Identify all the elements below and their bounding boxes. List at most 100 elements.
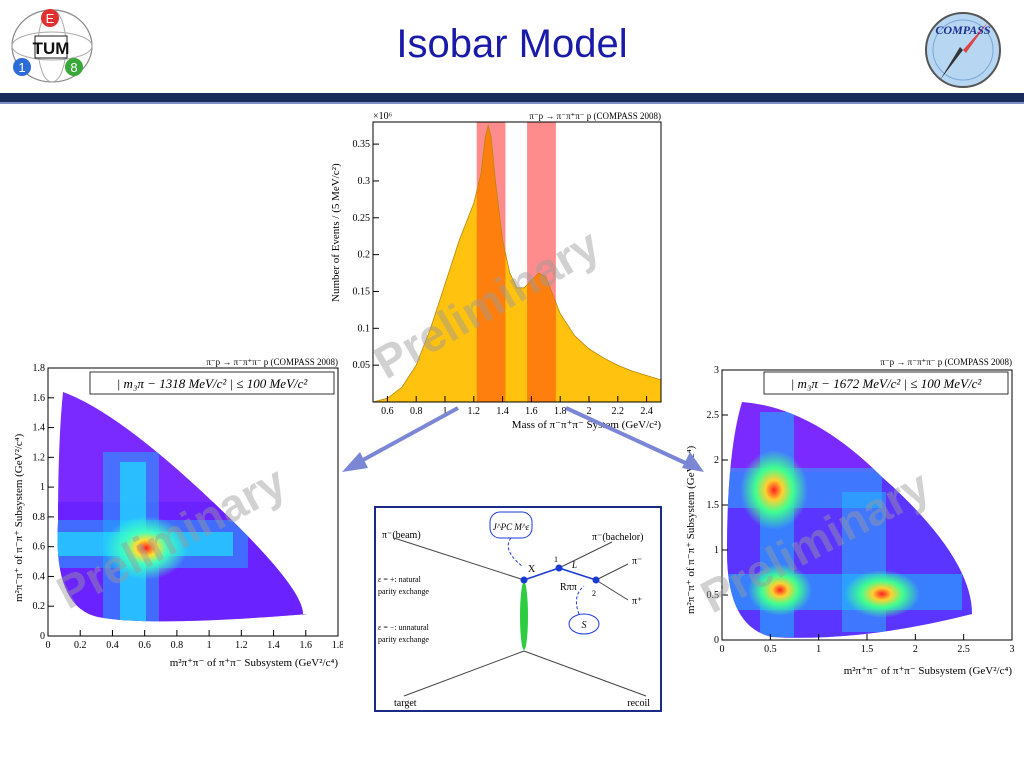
dalitz-left-axes: 0 0.2 0.4 0.6 0.8 1 1.2 1.4 1.6 1.8 0 0.2 0.4 0.6 0.8 1…	[33, 363, 344, 651]
dalitz-left-cut-box	[89, 371, 335, 395]
dalitz-plot-left: π⁻p → π⁻π⁺π⁻ p (COMPASS 2008) | m₃π − 13…	[13, 357, 344, 669]
dalitz-left-xtick-label-7: 1.4	[267, 640, 280, 651]
dalitz-left-xtick-label-3: 0.6	[138, 640, 151, 651]
tum-letter-1: 1	[18, 60, 25, 75]
mass-xtick-label-7: 2	[587, 406, 592, 417]
arrow-right-head	[682, 452, 704, 472]
mass-xtick-label-6: 1.8	[554, 406, 567, 417]
dalitz-left-ytick-label-9: 1.8	[33, 363, 46, 374]
dalitz-left-xtick-label-9: 1.8	[332, 640, 343, 651]
slide-title: Isobar Model	[396, 22, 628, 66]
dalitz-left-ytick-label-8: 1.6	[33, 393, 46, 404]
arrow-right	[565, 406, 693, 468]
label-jpc: J^PC M^ε	[493, 522, 530, 532]
dalitz-right-ylabel: m²π⁻π⁺ of π⁻π⁺ Subsystem (GeV²/c⁴)	[685, 445, 697, 614]
label-piplus: π⁺	[632, 596, 642, 607]
label-vertex-2: 2	[592, 589, 596, 598]
dalitz-left-label: π⁻p → π⁻π⁺π⁻ p (COMPASS 2008)	[206, 357, 338, 367]
mass-plot-xlabel: Mass of π⁻π⁺π⁻ System (GeV/c²)	[512, 419, 662, 431]
label-s: S	[582, 620, 587, 631]
label-x: X	[528, 564, 536, 575]
arrow-left-head	[342, 452, 368, 472]
dalitz-right-ytick-label-2: 1	[714, 545, 719, 556]
label-recoil: recoil	[627, 698, 650, 709]
mass-ytick-label-1: 0.1	[358, 323, 371, 334]
dalitz-right-ytick-label-0: 0	[714, 635, 719, 646]
mass-area-overlap-0	[476, 125, 506, 402]
dalitz-right-ytick-label-4: 2	[714, 455, 719, 466]
dalitz-left-ytick-label-4: 0.8	[33, 512, 46, 523]
mass-plot-label: π⁻p → π⁻π⁺π⁻ p (COMPASS 2008)	[529, 111, 661, 121]
connector-arrows	[342, 406, 704, 472]
dalitz-right-ytick-label-1: 0.5	[707, 590, 720, 601]
dalitz-right-xtick-label-0: 0	[720, 644, 725, 655]
dalitz-left-ytick-label-2: 0.4	[33, 571, 46, 582]
compass-logo: COMPASS	[922, 8, 1004, 95]
mass-plot-data-layer: 0.6 0.8 1 1.2 1.4 1.6 1.8 2 2.2 2.4 0.05 0.1 0.15 0.2…	[353, 122, 662, 417]
mass-ytick-label-3: 0.2	[358, 250, 371, 261]
dalitz-left-ytick-label-6: 1.2	[33, 452, 46, 463]
tum-letter-e: E	[46, 11, 55, 26]
mass-xtick-label-5: 1.6	[525, 406, 538, 417]
dalitz-right-cut-box	[763, 371, 1009, 395]
label-l: L	[571, 560, 577, 570]
dalitz-right-axes: 0 0.5 1 1.5 2 2.5 3 0 0.5 1 1.5 2 2.5 3	[707, 365, 1015, 655]
mass-xtick-label-3: 1.2	[468, 406, 481, 417]
label-vertex-1: 1	[554, 555, 558, 564]
dalitz-left-cut: | m₃π − 1318 MeV/c² | ≤ 100 MeV/c²	[117, 376, 309, 391]
dalitz-right-label: π⁻p → π⁻π⁺π⁻ p (COMPASS 2008)	[880, 357, 1012, 367]
tum-letter-8: 8	[70, 60, 77, 75]
dalitz-left-ylabel: m²π⁻π⁺ of π⁻π⁺ Subsystem (GeV²/c⁴)	[13, 433, 25, 602]
dalitz-left-ytick-label-1: 0.2	[33, 601, 46, 612]
dalitz-right-xtick-label-1: 0.5	[764, 644, 777, 655]
mass-area	[373, 125, 661, 402]
mass-xtick-label-1: 0.8	[410, 406, 423, 417]
mass-plot-frame	[372, 121, 662, 403]
dalitz-plot-right: π⁻p → π⁻π⁺π⁻ p (COMPASS 2008) | m₃π − 16…	[685, 357, 1015, 677]
mass-line	[372, 124, 662, 403]
dalitz-right-xtick-label-6: 3	[1010, 644, 1015, 655]
mass-xtick-label-0: 0.6	[381, 406, 394, 417]
mass-ytick-label-0: 0.05	[353, 360, 371, 371]
dalitz-left-xtick-label-0: 0	[46, 640, 51, 651]
dalitz-right-xtick-label-5: 2.5	[957, 644, 970, 655]
dalitz-left-ytick-label-5: 1	[40, 482, 45, 493]
dalitz-left-xtick-label-5: 1	[207, 640, 212, 651]
mass-plot-ylabel: Number of Events / (5 MeV/c²)	[330, 163, 342, 302]
dalitz-left-xtick-label-8: 1.6	[300, 640, 313, 651]
dalitz-right-xtick-label-3: 1.5	[861, 644, 874, 655]
dalitz-right-ytick-label-6: 3	[714, 365, 719, 376]
dalitz-right-xlabel: m²π⁺π⁻ of π⁺π⁻ Subsystem (GeV²/c⁴)	[844, 665, 1013, 677]
dalitz-left-xlabel: m²π⁺π⁻ of π⁺π⁻ Subsystem (GeV²/c⁴)	[170, 657, 339, 669]
mass-area-overlap-1	[527, 273, 556, 402]
mass-xtick-label-9: 2.4	[640, 406, 653, 417]
isobar-diagram: π⁻(beam) π⁻(bachelor) J^PC M^ε X 1 L Rππ…	[374, 506, 662, 712]
tum-mark: TUM	[33, 39, 70, 58]
dalitz-right-ytick-label-5: 2.5	[707, 410, 720, 421]
mass-ytick-label-6: 0.35	[353, 139, 371, 150]
arrow-left	[351, 406, 459, 468]
mass-ytick-label-4: 0.25	[353, 213, 371, 224]
mass-plot-exponent: ×10⁶	[373, 111, 393, 122]
dalitz-right-xtick-label-2: 1	[816, 644, 821, 655]
dalitz-right-xtick-label-4: 2	[913, 644, 918, 655]
tum-logo: E 1 8 TUM	[8, 6, 96, 91]
mass-spectrum-plot: 0.6 0.8 1 1.2 1.4 1.6 1.8 2 2.2 2.4 0.05 0.1 0.15 0.2…	[325, 108, 670, 438]
label-target: target	[394, 698, 417, 709]
label-unnatural-2: parity exchange	[378, 635, 429, 644]
dalitz-right-cut: | m₃π − 1672 MeV/c² | ≤ 100 MeV/c²	[791, 376, 983, 391]
mass-xtick-label-4: 1.4	[496, 406, 509, 417]
mass-xtick-label-8: 2.2	[612, 406, 625, 417]
label-natural-2: parity exchange	[378, 587, 429, 596]
dalitz-left-ytick-label-7: 1.4	[33, 423, 46, 434]
label-rpp: Rππ	[560, 582, 577, 593]
label-bachelor: π⁻(bachelor)	[592, 532, 643, 543]
dalitz-left-xtick-label-1: 0.2	[74, 640, 87, 651]
label-natural-1: ε = +: natural	[378, 575, 422, 584]
mass-ytick-label-5: 0.3	[358, 176, 371, 187]
label-unnatural-1: ε = −: unnatural	[378, 623, 430, 632]
mass-ytick-label-2: 0.15	[353, 286, 371, 297]
dalitz-left-xtick-label-6: 1.2	[235, 640, 248, 651]
dalitz-left-xtick-label-2: 0.4	[106, 640, 119, 651]
label-piminus: π⁻	[632, 556, 642, 567]
